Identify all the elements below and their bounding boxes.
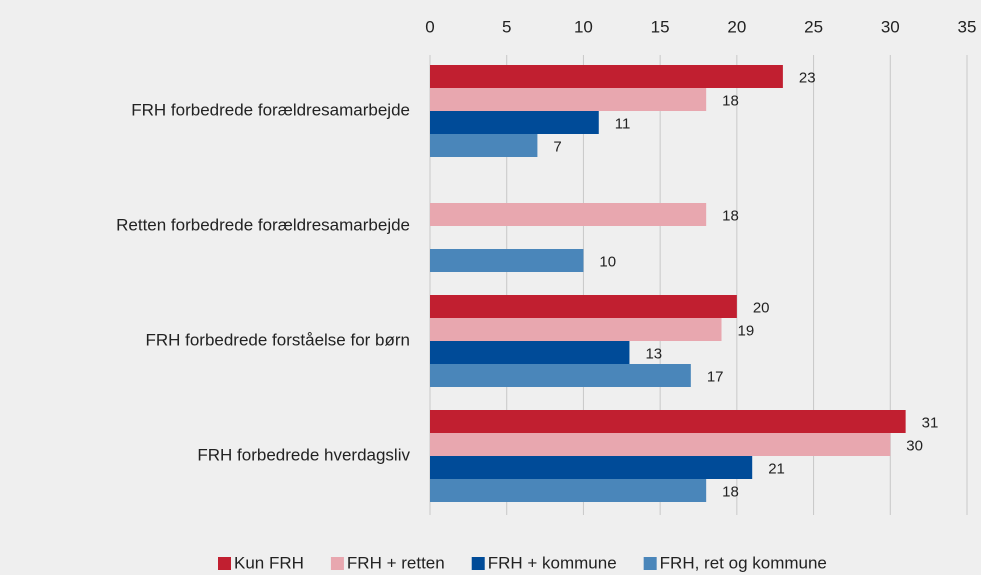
legend-swatch: [643, 557, 657, 570]
value-label: 18: [722, 483, 739, 500]
value-label: 13: [645, 345, 662, 362]
value-label: 21: [768, 460, 785, 477]
x-tick-label: 30: [881, 17, 900, 36]
category-label: FRH forbedrede hverdagsliv: [197, 445, 410, 464]
bar: [430, 111, 599, 134]
bar: [430, 318, 722, 341]
x-tick-label: 5: [502, 17, 511, 36]
category-label: Retten forbedrede forældresamarbejde: [116, 215, 410, 234]
legend-label: FRH + retten: [347, 553, 445, 572]
category-label: FRH forbedrede forståelse for børn: [145, 330, 410, 349]
bar: [430, 88, 707, 111]
value-label: 23: [799, 69, 816, 86]
value-label: 18: [722, 207, 739, 224]
x-tick-label: 35: [958, 17, 977, 36]
x-tick-label: 15: [651, 17, 670, 36]
value-label: 7: [553, 138, 561, 155]
x-tick-label: 25: [804, 17, 823, 36]
bar: [430, 456, 753, 479]
value-label: 30: [906, 437, 923, 454]
bar: [430, 341, 630, 364]
x-tick-label: 0: [425, 17, 434, 36]
x-tick-label: 10: [574, 17, 593, 36]
value-label: 11: [615, 115, 631, 132]
legend-swatch: [218, 557, 231, 570]
legend-label: FRH, ret og kommune: [660, 553, 827, 572]
bar: [430, 364, 691, 387]
value-label: 17: [707, 368, 724, 385]
x-tick-label: 20: [727, 17, 746, 36]
bar: [430, 295, 737, 318]
bar: [430, 203, 707, 226]
legend-label: Kun FRH: [234, 553, 304, 572]
value-label: 19: [738, 322, 755, 339]
bar: [430, 410, 906, 433]
legend-swatch: [330, 557, 344, 570]
value-label: 18: [722, 92, 739, 109]
bar: [430, 433, 891, 456]
value-label: 31: [922, 414, 939, 431]
bar: [430, 65, 783, 88]
value-label: 20: [753, 299, 770, 316]
legend-swatch: [471, 557, 485, 570]
legend-label: FRH + kommune: [488, 553, 617, 572]
value-label: 10: [599, 253, 616, 270]
category-label: FRH forbedrede forældresamarbejde: [131, 100, 410, 119]
bar: [430, 479, 707, 502]
bar: [430, 249, 584, 272]
bar: [430, 134, 538, 157]
